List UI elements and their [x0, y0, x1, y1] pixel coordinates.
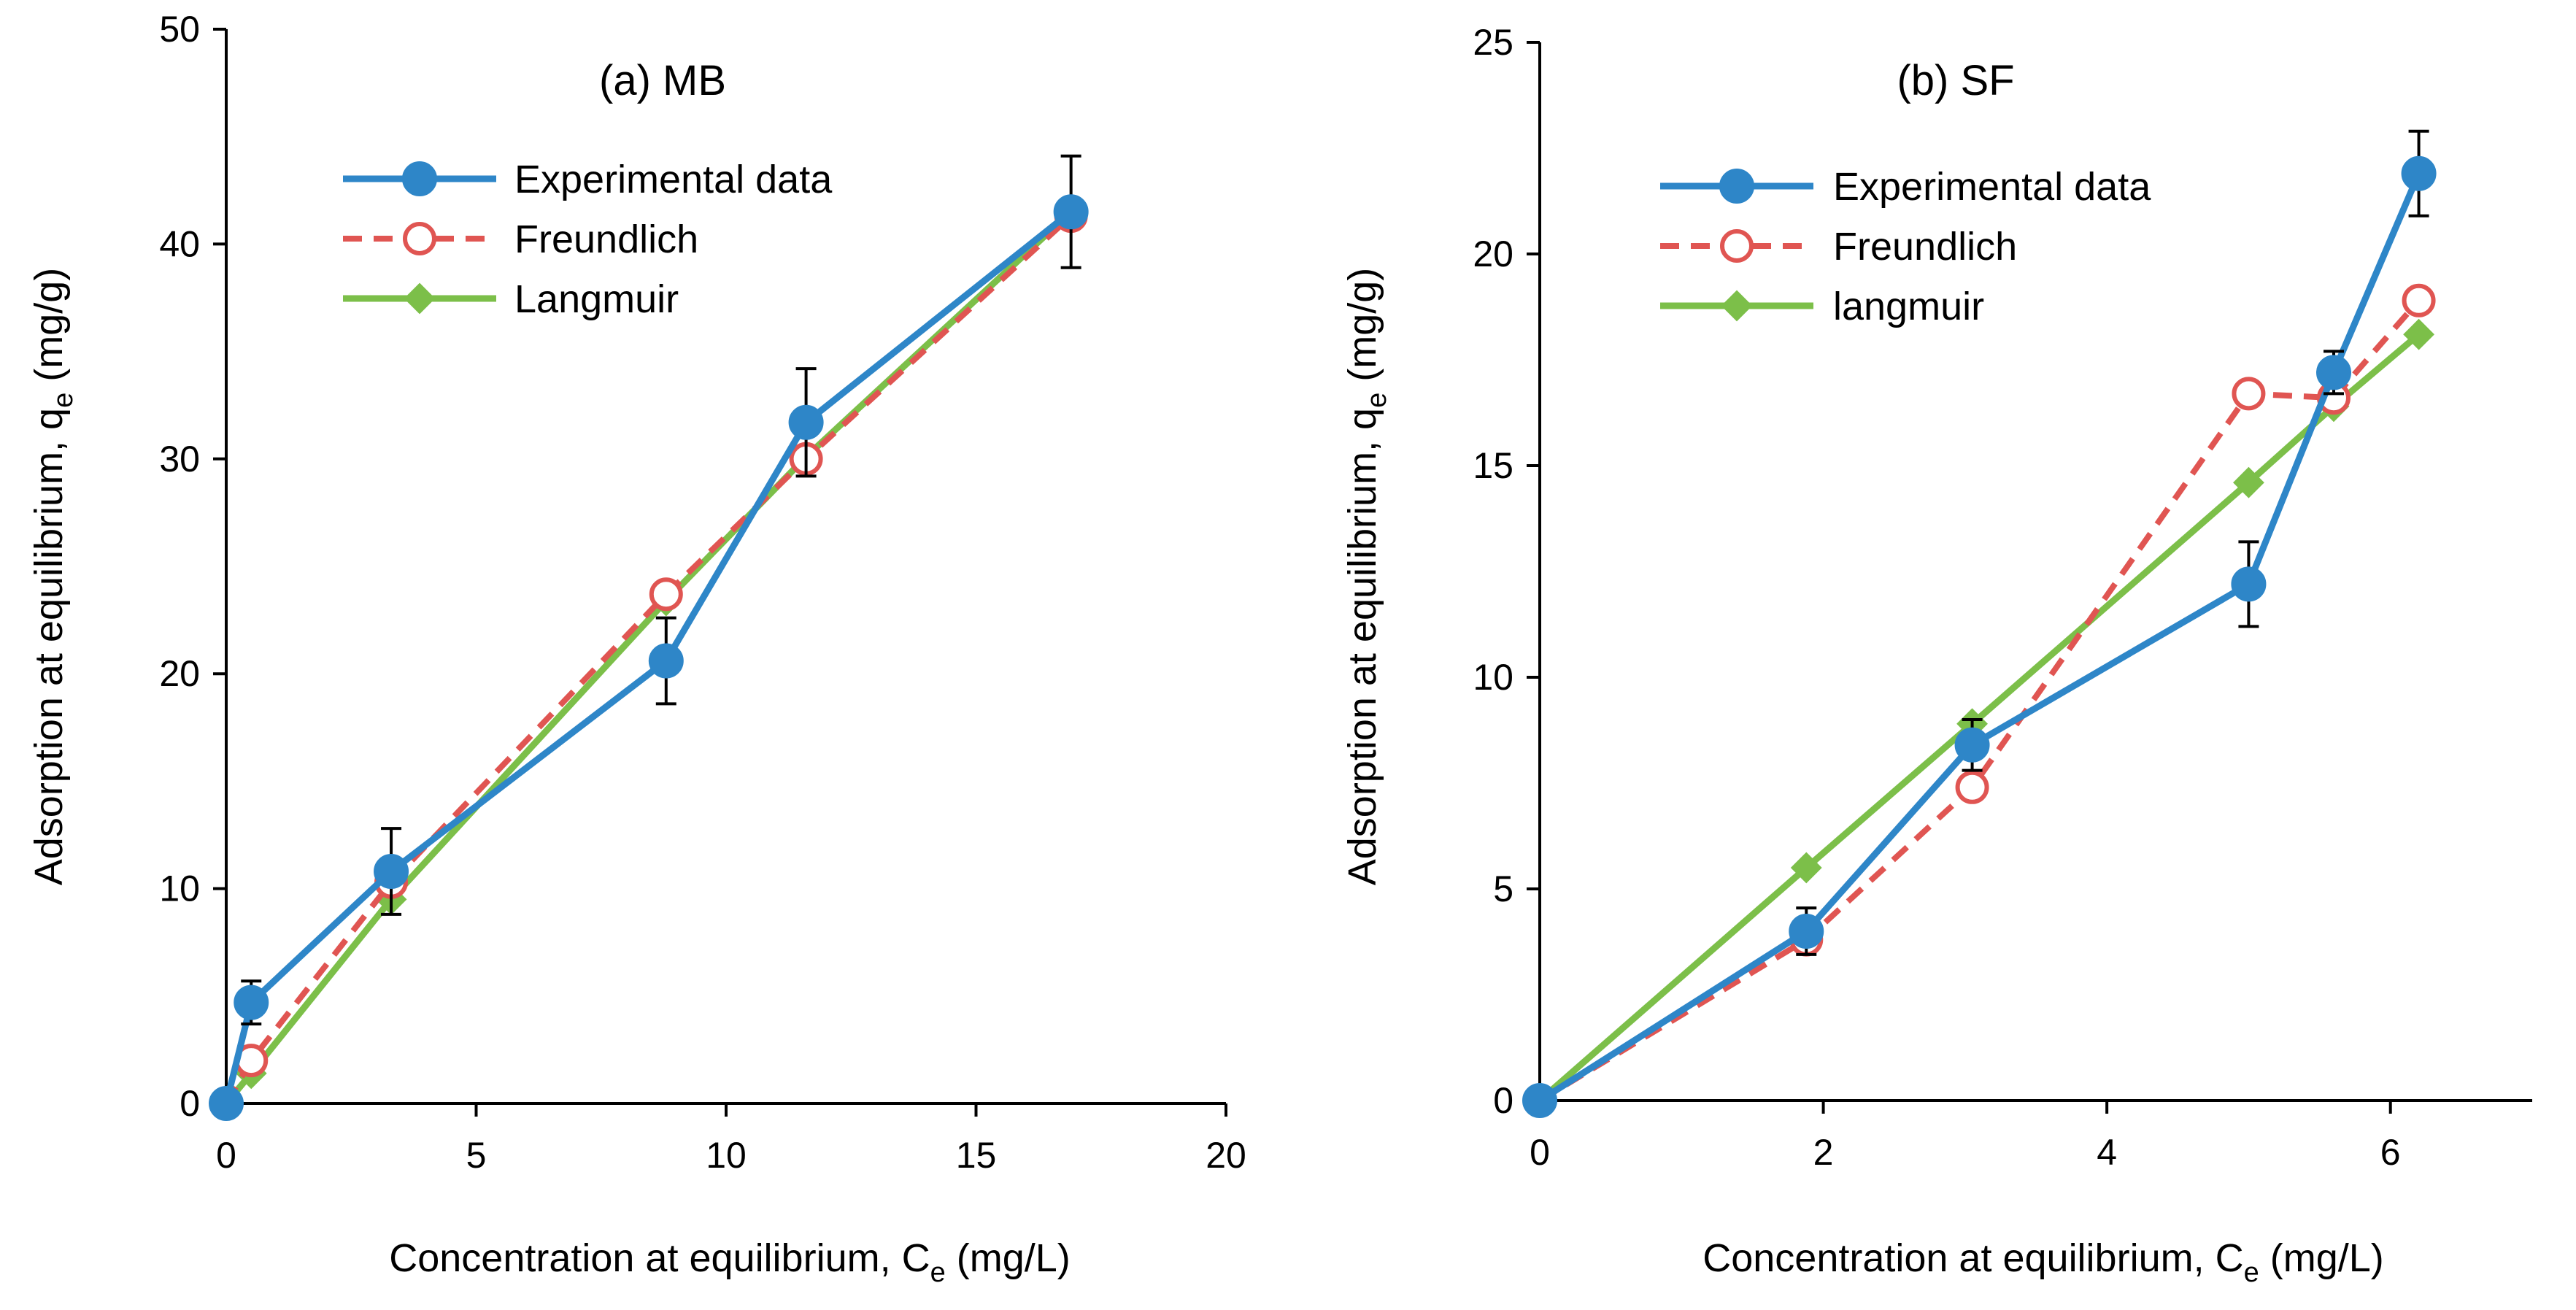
y-tick-label: 0: [1493, 1080, 1513, 1121]
data-point: [1522, 1083, 1557, 1118]
x-axis-title: Concentration at equilibrium, Ce (mg/L): [1702, 1236, 2384, 1288]
data-point: [2403, 318, 2434, 350]
legend-label: Experimental data: [1833, 165, 2151, 209]
y-tick-label: 5: [1493, 868, 1513, 909]
data-point: [374, 854, 409, 890]
x-tick-label: 0: [216, 1135, 236, 1176]
series-line-freundlich: [1538, 298, 2421, 1103]
y-tick-label: 20: [159, 653, 200, 694]
y-axis-title: Adsorption at equilibrium, qe (mg/g): [1341, 268, 1392, 886]
data-point: [2233, 466, 2264, 498]
x-axis-title-unit: (mg/L): [946, 1236, 1071, 1280]
data-point: [648, 643, 684, 679]
legend-label: Freundlich: [1833, 225, 2017, 269]
x-tick-label: 6: [2380, 1132, 2401, 1173]
data-point: [2316, 355, 2351, 390]
y-tick-label: 0: [180, 1083, 200, 1124]
legend-label: Freundlich: [514, 217, 698, 261]
data-point: [1789, 914, 1824, 949]
y-tick-label: 15: [1473, 445, 1513, 486]
legend-swatch-marker: [404, 282, 436, 315]
series-line-freundlich: [223, 214, 1073, 1106]
data-point: [2231, 566, 2267, 602]
x-axis-title-text: Concentration at equilibrium, C: [389, 1236, 930, 1280]
legend-swatch-marker: [402, 161, 437, 196]
data-point: [234, 985, 269, 1020]
y-tick-label: 25: [1473, 22, 1513, 63]
legend-label: langmuir: [1833, 285, 1984, 328]
data-point: [2232, 377, 2266, 411]
y-axis-title-subscript: e: [48, 393, 79, 408]
data-point: [209, 1086, 244, 1121]
panel-title: (b) SF: [1897, 57, 2014, 104]
chart-panel-sf: 0 5 10 15 20 25 0 2 4 6 Concentration at equilibri…: [1341, 22, 2532, 1288]
legend-swatch-marker: [1721, 290, 1753, 322]
legend-swatch-marker: [1720, 229, 1754, 263]
data-point: [649, 577, 683, 612]
x-tick-label: 5: [466, 1135, 487, 1176]
data-point: [2402, 283, 2436, 317]
y-axis-title-subscript: e: [1362, 393, 1392, 408]
y-axis-title-unit: (mg/g): [27, 268, 71, 393]
y-tick-label: 40: [159, 223, 200, 264]
x-tick-label: 4: [2097, 1132, 2117, 1173]
series-line-experimental-data: [223, 208, 1075, 1107]
legend-label: Langmuir: [514, 277, 679, 321]
data-point: [1954, 727, 1990, 763]
data-point: [1955, 770, 1989, 804]
y-axis-title: Adsorption at equilibrium, qe (mg/g): [27, 268, 79, 886]
x-axis-title-unit: (mg/L): [2259, 1236, 2384, 1280]
x-tick-label: 15: [956, 1135, 997, 1176]
x-tick-label: 10: [706, 1135, 747, 1176]
y-axis-title-text: Adsorption at equilibrium, q: [27, 408, 71, 885]
y-tick-label: 10: [1473, 657, 1513, 698]
data-point: [2401, 155, 2437, 191]
y-tick-label: 10: [159, 868, 200, 909]
series-line-experimental-data: [1536, 170, 2423, 1104]
x-axis-title-subscript: e: [2244, 1257, 2259, 1288]
y-tick-label: 50: [159, 9, 200, 50]
y-tick-label: 30: [159, 439, 200, 479]
legend-label: Experimental data: [514, 158, 833, 201]
panel-title: (a) MB: [599, 57, 726, 104]
x-axis-title-subscript: e: [930, 1257, 946, 1288]
data-point: [788, 404, 824, 440]
y-axis-title-text: Adsorption at equilibrium, q: [1341, 408, 1384, 885]
x-tick-label: 2: [1813, 1132, 1834, 1173]
chart-panel-mb: 0 10 20 30 40 50 0 5 10 15 20 Concentration at equi…: [27, 9, 1246, 1288]
x-axis-title: Concentration at equilibrium, Ce (mg/L): [389, 1236, 1071, 1288]
x-tick-label: 20: [1206, 1135, 1246, 1176]
legend-swatch-marker: [1719, 169, 1754, 204]
data-point: [1053, 194, 1089, 230]
y-tick-label: 20: [1473, 234, 1513, 274]
legend-swatch-marker: [403, 222, 436, 255]
x-axis-title-text: Concentration at equilibrium, C: [1702, 1236, 2243, 1280]
data-point: [1790, 852, 1822, 884]
x-tick-label: 0: [1530, 1132, 1550, 1173]
series-line-langmuir: [223, 208, 1075, 1107]
y-axis-title-unit: (mg/g): [1341, 268, 1384, 393]
